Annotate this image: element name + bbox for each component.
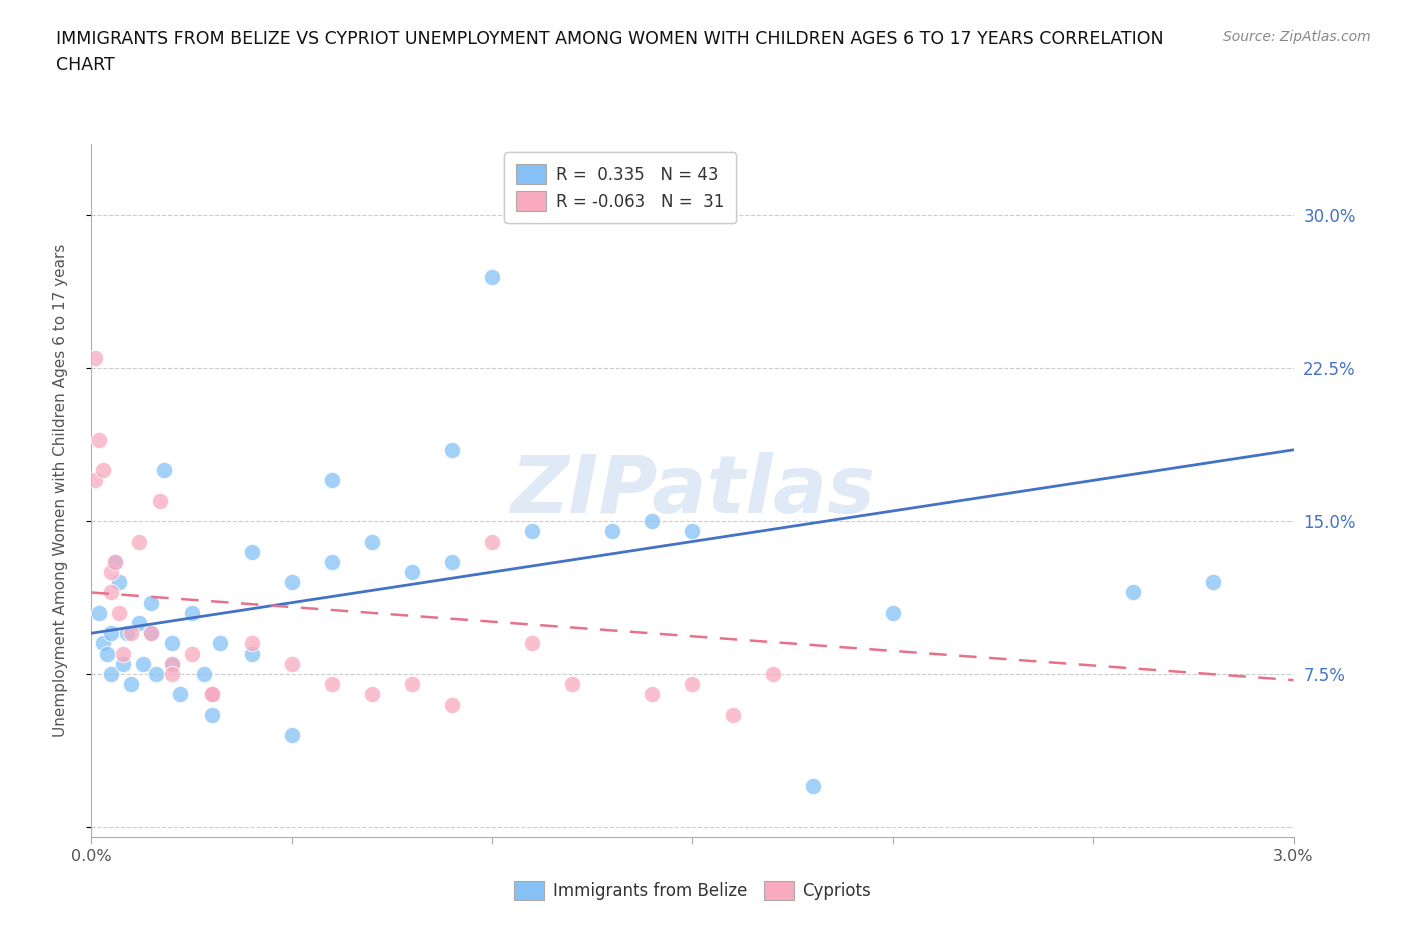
Point [281, 727, 304, 742]
Point [128, 616, 150, 631]
Point [481, 269, 503, 284]
Point [128, 534, 150, 549]
Point [681, 524, 703, 538]
Point [440, 698, 463, 712]
Text: IMMIGRANTS FROM BELIZE VS CYPRIOT UNEMPLOYMENT AMONG WOMEN WITH CHILDREN AGES 6 : IMMIGRANTS FROM BELIZE VS CYPRIOT UNEMPL… [56, 30, 1164, 47]
Point [520, 636, 543, 651]
Point [112, 657, 135, 671]
Point [141, 595, 163, 610]
Point [201, 687, 224, 702]
Point [401, 677, 423, 692]
Legend: Immigrants from Belize, Cypriots: Immigrants from Belize, Cypriots [506, 872, 879, 909]
Point [160, 636, 183, 651]
Point [641, 687, 664, 702]
Point [141, 626, 163, 641]
Point [117, 626, 139, 641]
Point [96, 646, 118, 661]
Point [360, 534, 382, 549]
Point [121, 626, 143, 641]
Point [721, 708, 744, 723]
Point [121, 677, 143, 692]
Point [148, 493, 170, 508]
Point [520, 524, 543, 538]
Text: CHART: CHART [56, 56, 115, 73]
Point [108, 605, 131, 620]
Point [169, 687, 191, 702]
Point [141, 626, 163, 641]
Point [84, 473, 107, 488]
Point [1122, 585, 1144, 600]
Point [321, 473, 343, 488]
Point [108, 575, 131, 590]
Point [152, 463, 174, 478]
Point [160, 657, 183, 671]
Point [89, 432, 111, 447]
Point [104, 554, 127, 569]
Point [602, 524, 624, 538]
Point [104, 554, 127, 569]
Point [481, 534, 503, 549]
Point [100, 585, 122, 600]
Point [321, 677, 343, 692]
Point [89, 605, 111, 620]
Point [100, 667, 122, 682]
Point [100, 626, 122, 641]
Point [93, 636, 115, 651]
Point [201, 708, 224, 723]
Point [360, 687, 382, 702]
Point [180, 646, 202, 661]
Point [321, 554, 343, 569]
Point [132, 657, 155, 671]
Point [240, 544, 263, 559]
Point [440, 554, 463, 569]
Point [440, 443, 463, 458]
Point [240, 646, 263, 661]
Point [93, 463, 115, 478]
Point [100, 565, 122, 579]
Text: Source: ZipAtlas.com: Source: ZipAtlas.com [1223, 30, 1371, 44]
Point [1202, 575, 1225, 590]
Point [281, 657, 304, 671]
Point [145, 667, 167, 682]
Point [882, 605, 904, 620]
Point [112, 646, 135, 661]
Point [281, 575, 304, 590]
Point [561, 677, 583, 692]
Point [681, 677, 703, 692]
Point [180, 605, 202, 620]
Point [83, 351, 105, 365]
Point [641, 513, 664, 528]
Text: ZIPatlas: ZIPatlas [510, 452, 875, 529]
Point [160, 657, 183, 671]
Point [193, 667, 215, 682]
Point [762, 667, 785, 682]
Point [201, 687, 224, 702]
Point [801, 778, 824, 793]
Point [240, 636, 263, 651]
Y-axis label: Unemployment Among Women with Children Ages 6 to 17 years: Unemployment Among Women with Children A… [53, 244, 67, 737]
Point [401, 565, 423, 579]
Point [160, 667, 183, 682]
Point [208, 636, 231, 651]
Point [201, 687, 224, 702]
